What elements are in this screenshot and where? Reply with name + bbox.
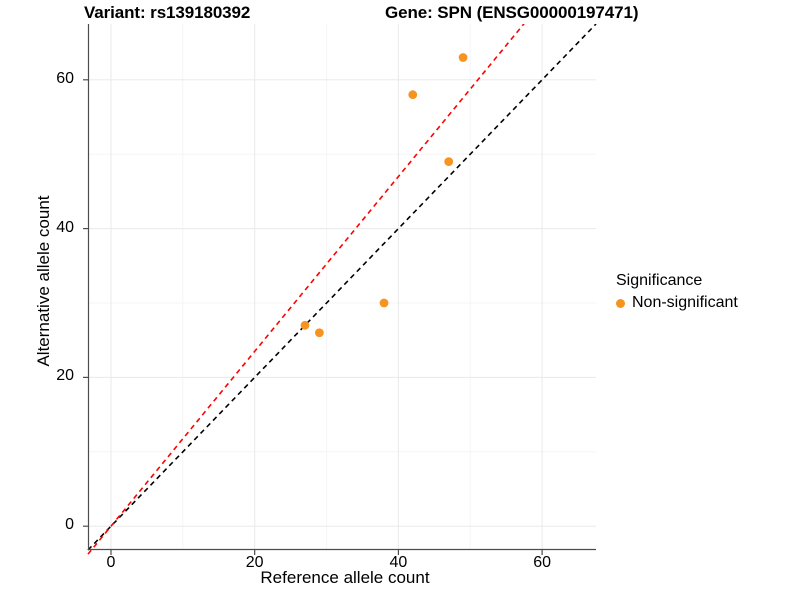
x-axis-tick-label: 20 [245,554,264,571]
legend-title: Significance [616,272,703,289]
data-point[interactable] [379,298,389,308]
x-axis-label: Reference allele count [260,568,430,587]
series-non-significant [300,53,468,338]
legend-swatch-icon [616,298,625,308]
x-axis-tick-label: 60 [533,554,551,571]
legend: Significance Non-significant [616,272,738,312]
x-axis-tick-label: 40 [389,554,408,571]
reference-line-identity [87,24,597,551]
data-point[interactable] [300,320,310,330]
y-axis-tick-label: 20 [56,367,74,385]
reference-line-upper-bound [87,24,525,555]
data-point[interactable] [458,53,468,62]
data-point[interactable] [408,90,418,100]
plot-canvas [83,24,597,555]
y-axis-tick-label: 60 [56,69,74,87]
y-axis-tick-label: 0 [65,516,74,534]
grid-major [88,24,596,550]
legend-items: Non-significant [616,294,738,312]
x-axis-tick-label: 0 [106,554,116,571]
data-point[interactable] [444,157,454,167]
grid-minor [88,24,596,550]
legend-item[interactable]: Non-significant [616,294,738,312]
y-axis-label: Alternative allele count [34,195,53,367]
variant-title: Variant: rs139180392 [84,3,251,22]
gene-title: Gene: SPN (ENSG00000197471) [385,3,639,22]
y-axis-tick-label: 40 [56,218,74,236]
legend-item-label: Non-significant [632,294,738,311]
data-point[interactable] [314,328,324,338]
plot-panel [80,24,597,555]
